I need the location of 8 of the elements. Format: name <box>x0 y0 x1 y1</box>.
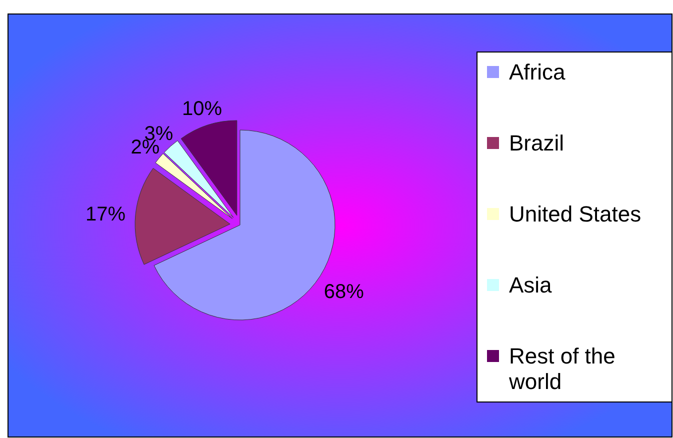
data-label: 68% <box>324 280 364 303</box>
legend-label: United States <box>509 202 642 227</box>
data-label: 17% <box>86 203 126 226</box>
data-label: 10% <box>182 98 222 120</box>
legend-label: Brazil <box>509 130 564 156</box>
legend-label: Africa <box>509 60 566 85</box>
legend-label: Asia <box>509 272 553 298</box>
legend-label: Rest of the world <box>508 344 616 394</box>
